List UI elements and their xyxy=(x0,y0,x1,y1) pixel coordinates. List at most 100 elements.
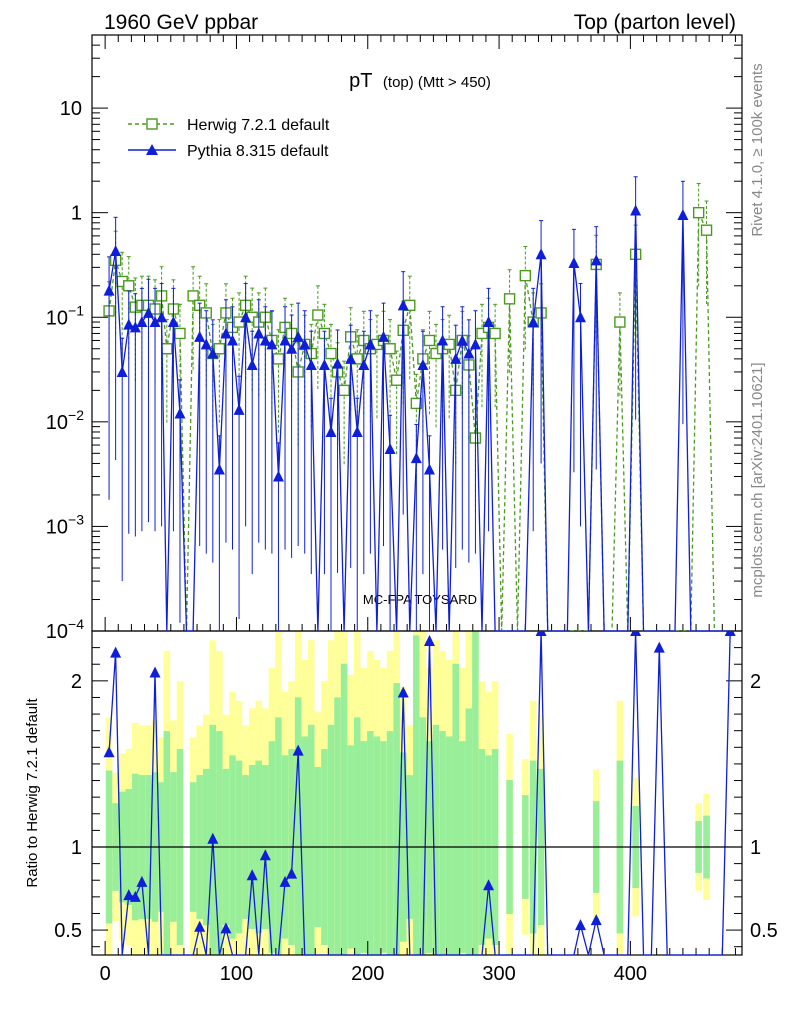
main-plot-series xyxy=(103,176,731,631)
herwig-marker xyxy=(161,343,173,355)
legend-herwig-label: Herwig 7.2.1 default xyxy=(187,117,330,134)
pythia-line xyxy=(108,210,731,631)
ratio-band-inner xyxy=(353,717,361,955)
ratio-pythia-marker xyxy=(259,849,271,861)
pythia-marker xyxy=(116,365,128,377)
ratio-band-inner xyxy=(301,736,309,955)
plot-title-sub: (top) (Mtt > 450) xyxy=(383,74,491,91)
pythia-marker xyxy=(233,403,245,415)
pythia-marker xyxy=(194,330,206,342)
herwig-marker xyxy=(519,269,532,282)
watermark: MC-FPA TOYSARD xyxy=(363,592,477,607)
herwig-marker xyxy=(692,206,705,219)
pythia-marker xyxy=(325,425,337,437)
ratio-y-tick-label-right: 0.5 xyxy=(750,920,778,942)
pythia-marker xyxy=(149,316,161,328)
ratio-pythia-marker xyxy=(194,920,206,932)
herwig-marker xyxy=(174,327,186,340)
pythia-marker xyxy=(469,338,481,350)
ratio-band-inner xyxy=(216,731,223,955)
ratio-band-inner xyxy=(419,717,427,955)
ratio-band-inner xyxy=(413,635,420,955)
pythia-marker xyxy=(213,463,225,475)
pythia-marker xyxy=(574,311,586,323)
axis-ticks: 10−4 10−3 10−2 10−1 1 10 0.5 0.5 1 1 2 2 0 100 200 300 4… xyxy=(46,34,778,985)
pythia-marker xyxy=(129,321,141,333)
pythia-marker xyxy=(246,358,258,370)
ratio-pythia-marker xyxy=(590,914,602,926)
pythia-marker xyxy=(272,470,284,482)
ratio-y-tick-label-right: 2 xyxy=(750,671,761,693)
herwig-marker xyxy=(489,327,501,340)
pythia-marker xyxy=(437,334,449,346)
pythia-marker xyxy=(136,316,148,328)
pythia-marker xyxy=(463,347,475,359)
pythia-marker xyxy=(142,306,154,318)
rivet-version-label: Rivet 4.1.0, ≥ 100k events xyxy=(749,63,766,236)
ratio-uncertainty-bands xyxy=(105,631,710,955)
pythia-marker xyxy=(397,299,409,311)
pythia-marker xyxy=(240,311,252,323)
pythia-marker xyxy=(103,284,115,296)
ratio-pythia-marker xyxy=(279,875,291,887)
ratio-band-inner xyxy=(432,724,440,955)
pythia-marker xyxy=(259,334,271,346)
ratio-pythia-marker xyxy=(149,666,161,678)
pythia-marker xyxy=(253,327,265,339)
pythia-marker xyxy=(332,357,344,369)
pythia-marker xyxy=(279,334,291,346)
pythia-marker xyxy=(410,452,422,464)
y-tick-label: 10−3 xyxy=(46,511,84,538)
ratio-pythia-marker xyxy=(123,889,135,901)
herwig-marker xyxy=(213,343,226,355)
pythia-marker xyxy=(456,334,468,346)
ratio-pythia-marker xyxy=(129,890,141,902)
pythia-marker xyxy=(286,342,298,354)
herwig-marker xyxy=(423,334,436,347)
pythia-marker xyxy=(318,358,330,370)
herwig-marker xyxy=(338,384,350,397)
herwig-marker xyxy=(123,280,135,292)
ratio-band-inner xyxy=(393,683,400,955)
pythia-marker xyxy=(527,316,539,328)
pythia-marker xyxy=(227,334,239,346)
mcplots-label: mcplots.cern.ch [arXiv:2401.10621] xyxy=(749,362,766,597)
ratio-y-tick-label-left: 0.5 xyxy=(54,920,82,942)
pythia-marker xyxy=(123,318,135,330)
ratio-plot-series xyxy=(103,631,736,955)
ratio-pythia-marker xyxy=(207,832,219,844)
ratio-pythia-marker xyxy=(136,875,148,887)
ratio-band-inner xyxy=(445,736,453,955)
ratio-band-inner xyxy=(439,731,446,955)
ratio-pythia-marker xyxy=(246,869,258,881)
ratio-pythia-marker xyxy=(286,867,298,879)
ratio-pythia-marker xyxy=(653,641,665,653)
ratio-band-inner xyxy=(373,736,381,955)
ratio-band-inner xyxy=(327,724,335,955)
pythia-marker xyxy=(207,347,219,359)
ratio-pythia-marker xyxy=(423,634,435,646)
pythia-marker xyxy=(568,257,580,269)
ratio-band-inner xyxy=(472,631,479,955)
pythia-marker xyxy=(305,358,317,370)
pythia-marker xyxy=(423,463,435,475)
pythia-marker xyxy=(483,316,495,328)
herwig-marker xyxy=(325,347,337,360)
pythia-marker xyxy=(351,425,363,437)
header-right-label: Top (parton level) xyxy=(574,11,736,34)
ratio-pythia-marker xyxy=(110,646,122,658)
herwig-marker xyxy=(614,316,626,328)
pythia-marker xyxy=(590,254,602,266)
ratio-y-tick-label-left: 2 xyxy=(71,671,82,693)
pythia-marker xyxy=(630,204,642,216)
legend-pythia-label: Pythia 8.315 default xyxy=(187,143,329,160)
ratio-pythia-marker xyxy=(220,922,232,934)
ratio-pythia-marker xyxy=(292,744,304,756)
pythia-marker xyxy=(167,316,179,328)
herwig-marker xyxy=(503,293,516,305)
ratio-pythia-marker xyxy=(574,919,586,931)
herwig-marker xyxy=(476,327,488,340)
x-tick-label: 200 xyxy=(351,963,384,985)
pythia-marker xyxy=(299,338,311,350)
